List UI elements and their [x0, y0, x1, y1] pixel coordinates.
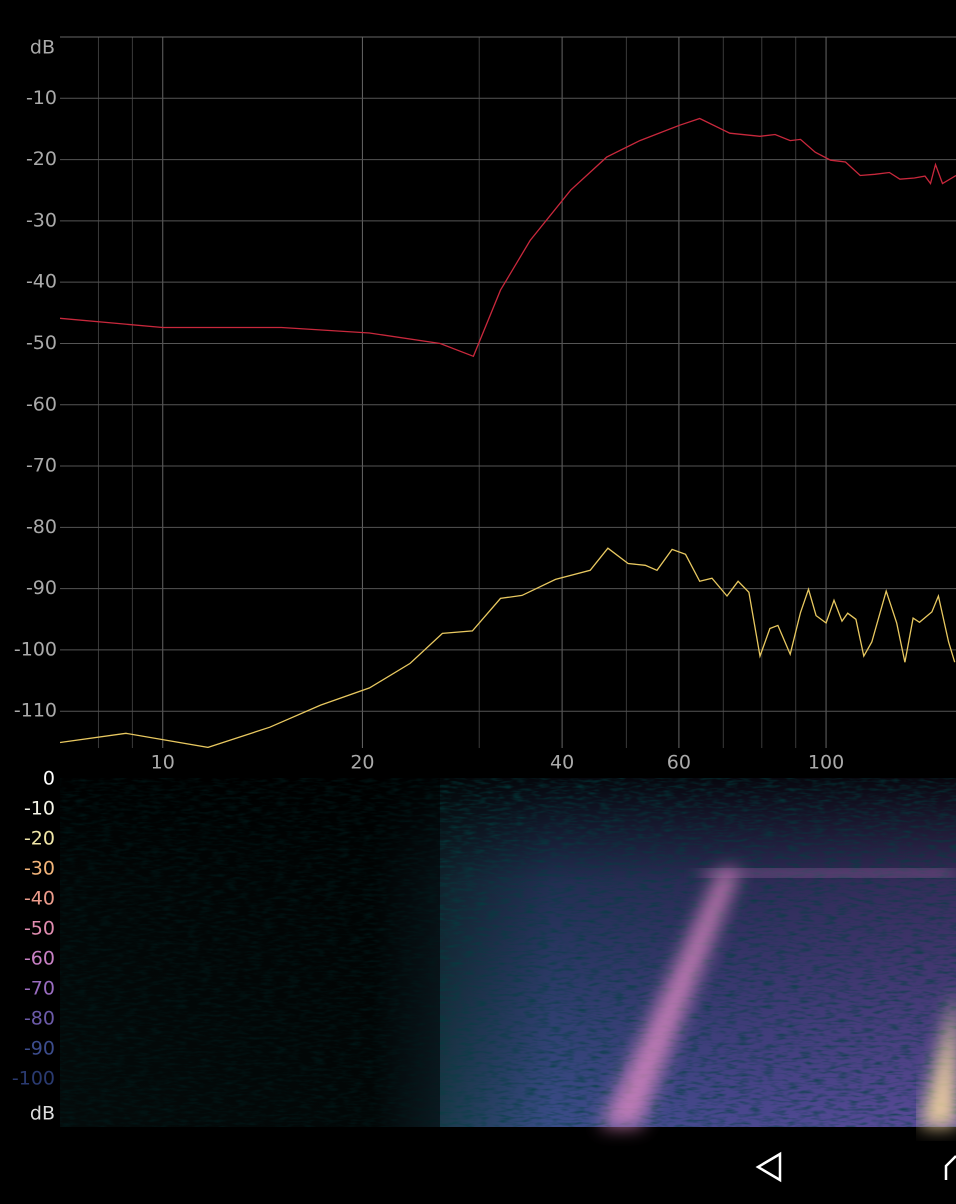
- nav-bar: [755, 1151, 956, 1183]
- y-tick-label: -100: [14, 638, 57, 660]
- plot-area: [60, 37, 956, 748]
- spectrogram-unit: dB: [30, 1103, 55, 1125]
- y-tick-label: -90: [26, 577, 57, 599]
- spectrogram-scale-label: -10: [24, 798, 55, 820]
- back-button[interactable]: [755, 1151, 782, 1183]
- y-tick-label: -80: [26, 516, 57, 538]
- x-tick-label: 60: [667, 752, 691, 774]
- x-tick-label: 20: [350, 752, 374, 774]
- spectrogram-scale-label: -50: [24, 918, 55, 940]
- y-tick-label: -70: [26, 455, 57, 477]
- spectrogram: [60, 778, 956, 1127]
- spectrogram-scale-label: -90: [24, 1038, 55, 1060]
- y-tick-label: -20: [26, 148, 57, 170]
- x-tick-label: 100: [808, 752, 844, 774]
- spectrogram-scale-label: -20: [24, 828, 55, 850]
- y-tick-label: -50: [26, 332, 57, 354]
- y-tick-label: -110: [14, 700, 57, 722]
- y-unit: dB: [30, 37, 55, 59]
- spectrogram-scale-label: -80: [24, 1008, 55, 1030]
- y-tick-label: -40: [26, 271, 57, 293]
- y-tick-label: -60: [26, 393, 57, 415]
- spectrogram-scale-label: -100: [12, 1068, 55, 1090]
- series-line: [60, 117, 956, 358]
- spectrogram-scale-label: 0: [43, 768, 55, 790]
- spectrogram-scale-label: -30: [24, 858, 55, 880]
- spectrogram-scale-label: -70: [24, 978, 55, 1000]
- y-tick-label: -30: [26, 209, 57, 231]
- spectrogram-scale-label: -60: [24, 948, 55, 970]
- home-button[interactable]: [944, 1155, 956, 1180]
- x-tick-label: 10: [151, 752, 175, 774]
- series-line: [60, 547, 956, 748]
- x-tick-label: 40: [550, 752, 574, 774]
- spectrogram-scale-label: -40: [24, 888, 55, 910]
- y-tick-label: -10: [26, 87, 57, 109]
